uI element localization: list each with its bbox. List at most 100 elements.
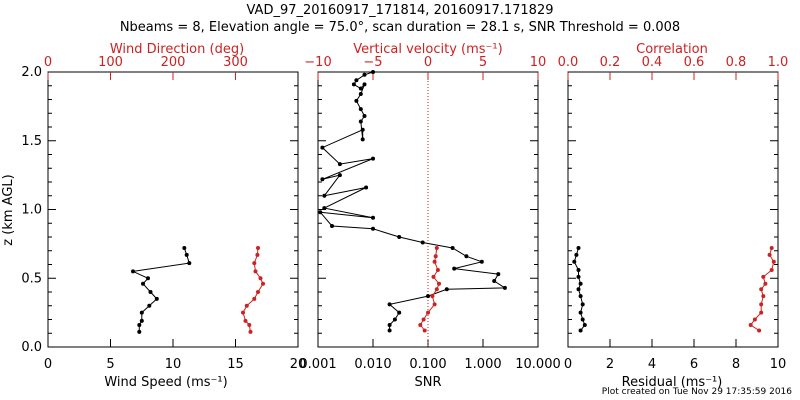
- data-point: [187, 261, 192, 266]
- top-tick-label: −10: [304, 55, 331, 70]
- data-point: [371, 156, 375, 161]
- x-tick-label: 15: [227, 357, 244, 372]
- data-point: [387, 323, 392, 327]
- top-tick-label: 200: [161, 55, 186, 70]
- top-tick-label: −5: [363, 55, 382, 70]
- data-point: [354, 98, 359, 103]
- data-point: [578, 310, 583, 315]
- data-point: [244, 303, 249, 308]
- x-tick-label: 4: [648, 357, 656, 372]
- data-point: [182, 246, 187, 250]
- data-point: [576, 246, 581, 250]
- data-point: [761, 274, 766, 279]
- data-point: [435, 268, 440, 272]
- data-point: [578, 294, 583, 299]
- data-point: [444, 287, 449, 292]
- data-point: [371, 226, 375, 231]
- data-point: [154, 296, 159, 301]
- data-point: [574, 252, 579, 257]
- data-point: [137, 329, 142, 334]
- data-point: [241, 310, 245, 315]
- y-tick-label: 0.0: [21, 340, 42, 355]
- top-tick-label: 0.2: [600, 55, 621, 70]
- vertical-velocity-axis-label: Vertical velocity (ms⁻¹): [353, 42, 502, 57]
- plot-footer: Plot created on Tue Nov 29 17:35:59 2016: [601, 387, 792, 397]
- data-point: [767, 252, 772, 257]
- x-tick-label: 10.000: [515, 357, 561, 372]
- panel-snr-frame: [317, 71, 539, 348]
- series-line: [319, 71, 507, 331]
- data-point: [434, 246, 439, 250]
- data-point: [320, 145, 325, 150]
- data-point: [256, 246, 260, 250]
- x-tick-label: 20: [290, 357, 307, 372]
- x-tick-label: 6: [690, 357, 698, 372]
- data-point: [358, 92, 363, 96]
- data-point: [330, 224, 334, 228]
- data-point: [184, 252, 189, 257]
- x-tick-label: 0: [564, 357, 572, 372]
- data-point: [387, 302, 392, 307]
- data-point: [578, 281, 583, 286]
- top-tick-label: 0.8: [726, 55, 747, 70]
- data-point: [371, 70, 375, 74]
- data-point: [580, 302, 585, 307]
- data-point: [431, 274, 436, 279]
- data-point: [337, 162, 342, 167]
- data-point: [576, 287, 581, 292]
- top-tick-label: 1.0: [768, 55, 789, 70]
- y-tick-label: 1.0: [21, 203, 42, 218]
- data-point: [452, 266, 457, 271]
- top-tick-label: 5: [479, 55, 487, 70]
- data-point: [492, 279, 497, 283]
- wind-direction-axis-label: Wind Direction (deg): [110, 42, 244, 57]
- chart-title: VAD_97_20160917_171814, 20160917.171829: [246, 3, 554, 18]
- top-tick-label: 0: [44, 55, 52, 70]
- data-point: [450, 246, 455, 250]
- y-tick-label: 0.5: [21, 271, 42, 286]
- data-point: [243, 318, 248, 323]
- data-point: [421, 317, 426, 322]
- data-point: [576, 274, 581, 279]
- wind-speed-axis-label: Wind Speed (ms⁻¹): [104, 375, 227, 390]
- top-tick-label: 300: [223, 55, 248, 70]
- data-point: [397, 235, 402, 239]
- x-tick-label: 0.100: [409, 357, 446, 372]
- residual-axis-label: Residual (ms⁻¹): [622, 375, 723, 390]
- data-point: [137, 323, 142, 327]
- data-point: [371, 215, 375, 220]
- data-point: [318, 210, 323, 215]
- data-point: [358, 119, 363, 124]
- data-point: [432, 302, 437, 307]
- data-point: [392, 317, 397, 322]
- data-point: [358, 107, 363, 112]
- data-point: [479, 259, 484, 264]
- x-tick-label: 10: [165, 357, 182, 372]
- data-point: [322, 206, 327, 211]
- data-point: [351, 82, 356, 87]
- data-point: [320, 177, 325, 182]
- y-axis-label: z (km AGL): [1, 174, 16, 245]
- data-point: [387, 328, 392, 333]
- panel-wind-frame: [47, 71, 299, 348]
- data-point: [771, 259, 776, 264]
- y-tick-label: 2.0: [21, 65, 42, 80]
- data-point: [432, 259, 437, 264]
- data-point: [252, 296, 257, 301]
- data-point: [358, 86, 363, 91]
- data-point: [360, 137, 365, 142]
- x-tick-label: 5: [106, 357, 114, 372]
- data-point: [769, 246, 774, 250]
- top-tick-label: 0: [424, 55, 432, 70]
- data-point: [759, 310, 764, 315]
- data-point: [769, 268, 774, 272]
- snr-axis-label: SNR: [414, 375, 441, 390]
- data-point: [131, 269, 135, 274]
- data-point: [572, 259, 577, 264]
- data-point: [362, 72, 367, 77]
- data-point: [578, 328, 583, 333]
- x-tick-label: 0: [44, 357, 52, 372]
- top-tick-label: 0.0: [558, 55, 579, 70]
